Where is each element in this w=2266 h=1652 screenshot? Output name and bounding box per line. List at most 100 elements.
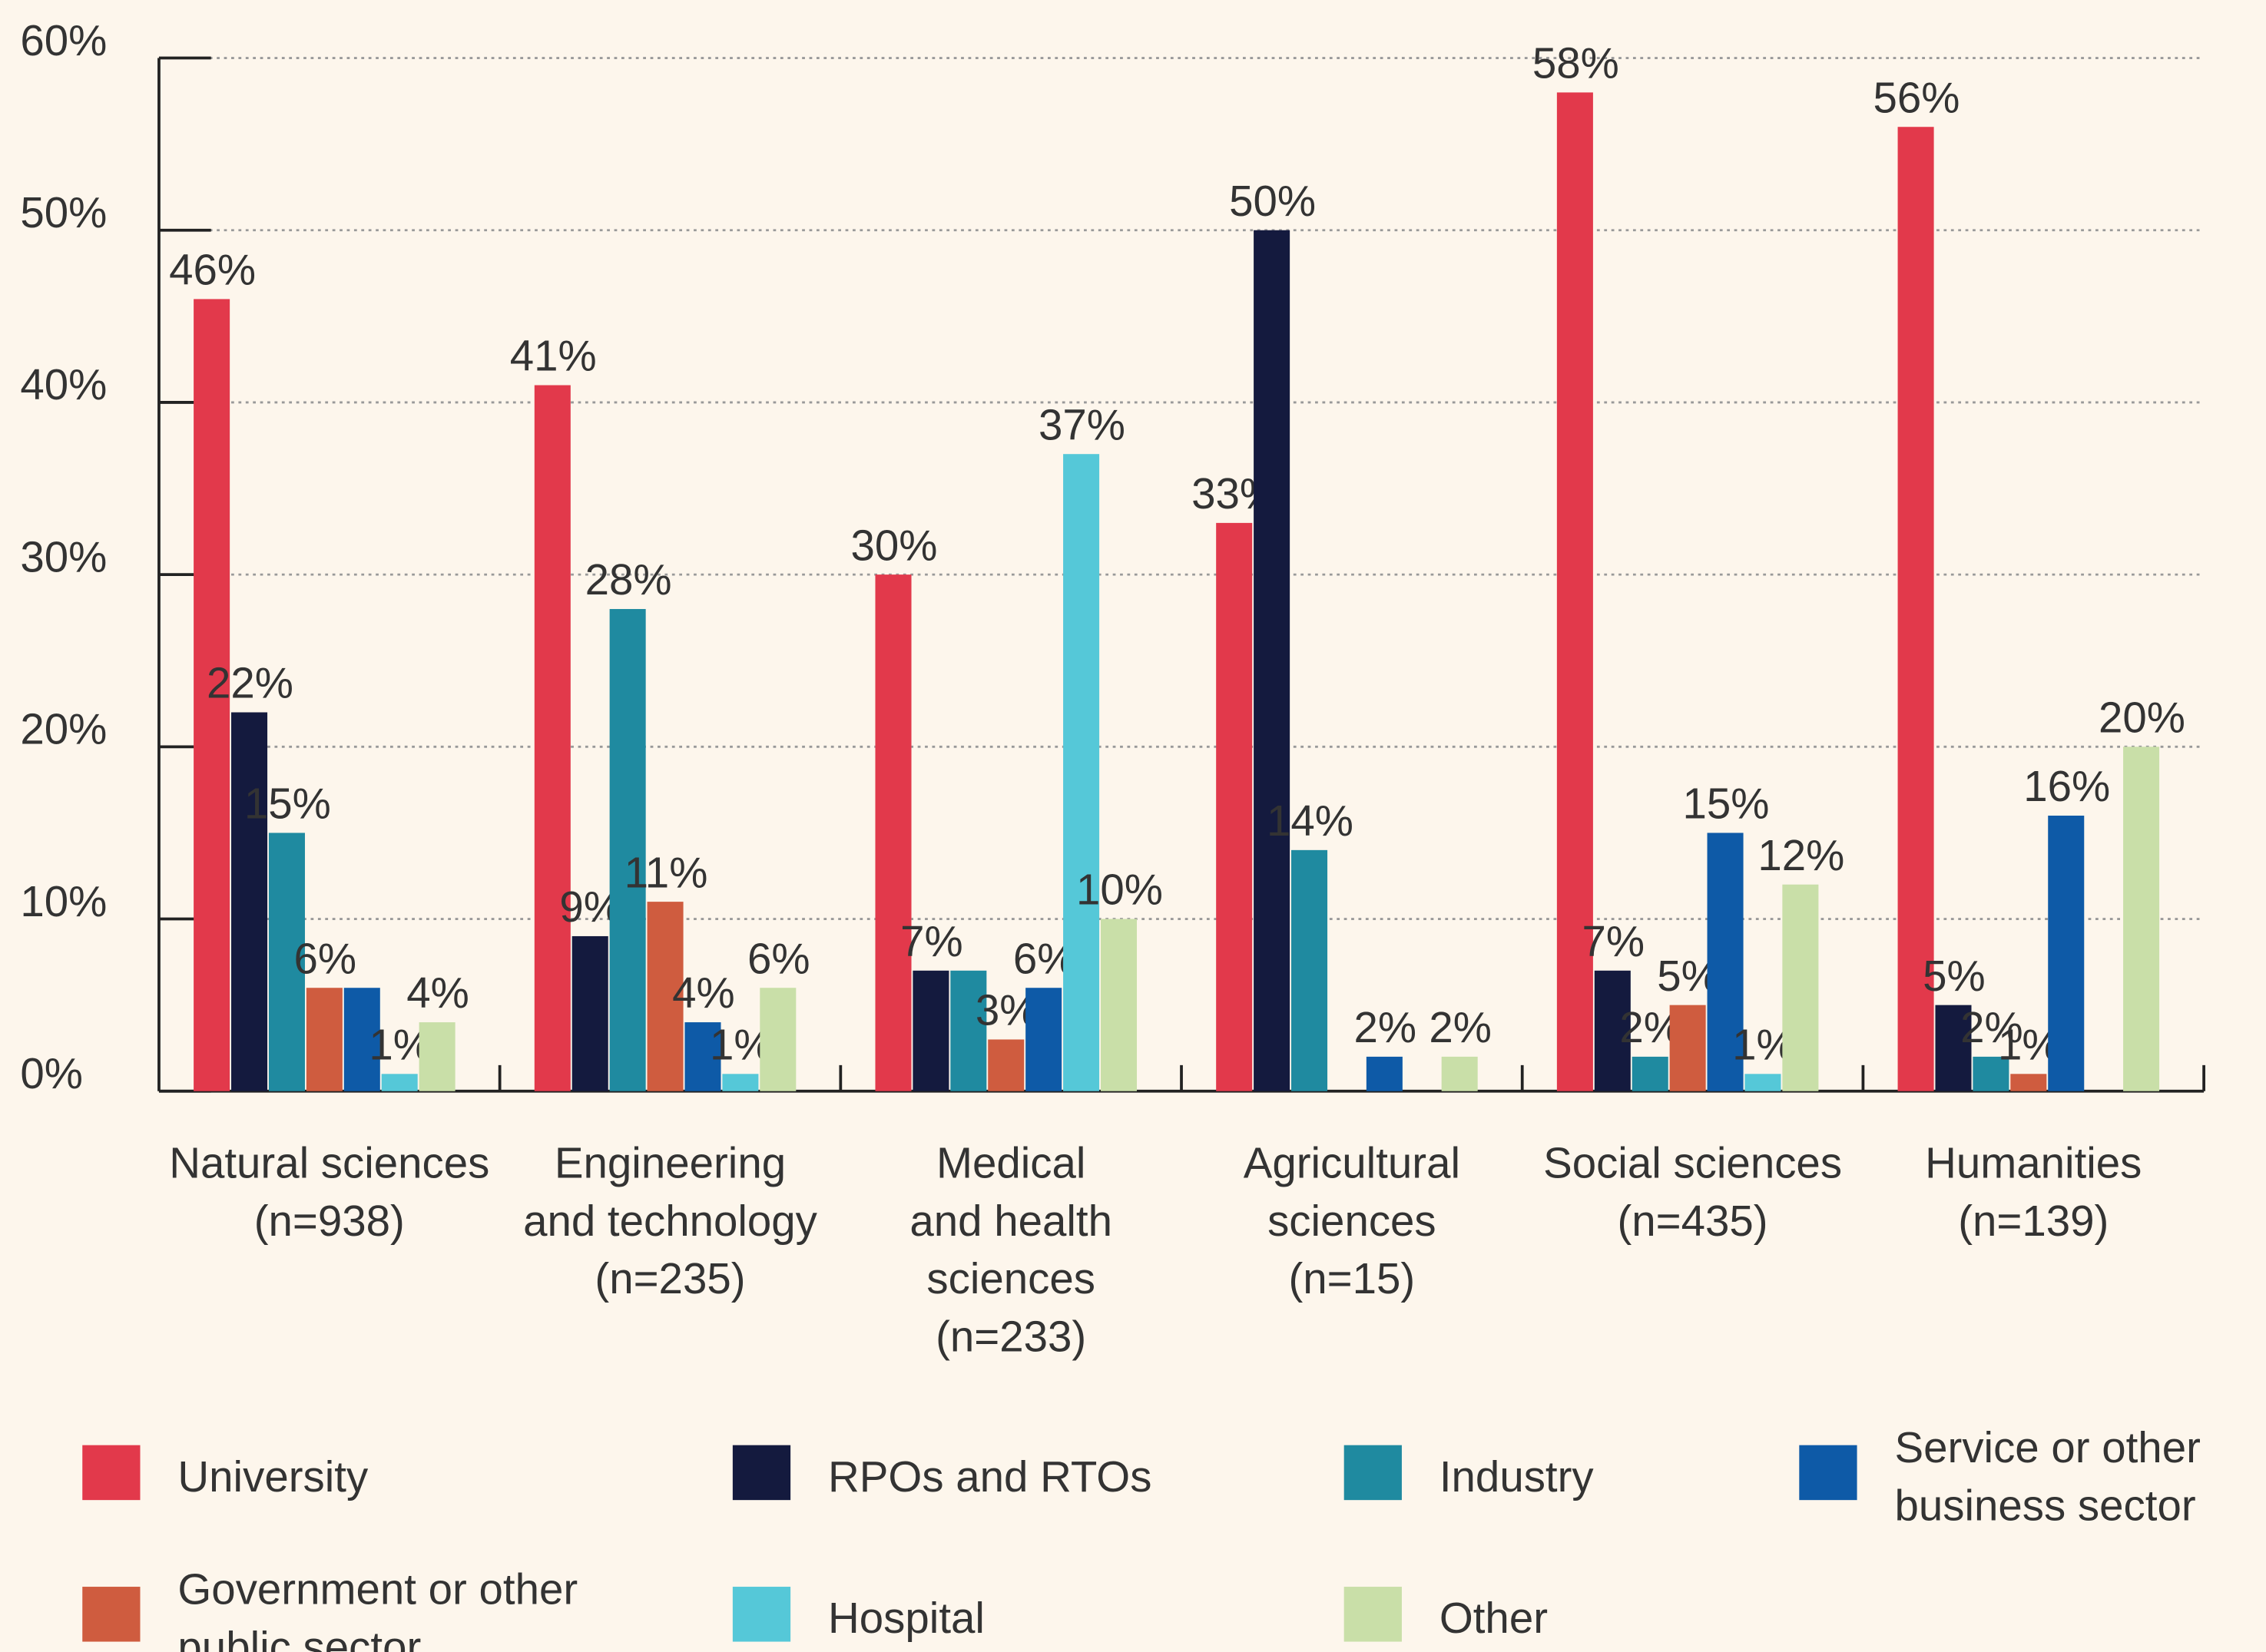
x-tick-label: Engineering and technology (n=235): [523, 1139, 818, 1303]
x-tick-label-line: (n=15): [1289, 1254, 1416, 1303]
page: {"chart_data": {"type": "bar", "categori…: [0, 0, 2266, 1652]
value-label: 20%: [2099, 694, 2185, 742]
value-label: 5%: [1923, 952, 1986, 1000]
bar: [1101, 919, 1137, 1091]
bar: [231, 712, 267, 1091]
bar: [1216, 523, 1252, 1091]
value-label: 14%: [1267, 796, 1353, 845]
bar: [1063, 454, 1099, 1091]
bar: [2010, 1074, 2046, 1091]
bar: [1025, 988, 1062, 1091]
y-tick-label: 0%: [20, 1049, 83, 1097]
value-label: 58%: [1532, 39, 1619, 88]
legend-swatch: [1344, 1587, 1402, 1641]
x-tick-label: Humanities (n=139): [1925, 1139, 2142, 1245]
value-label: 22%: [207, 659, 293, 707]
bar: [1291, 850, 1327, 1091]
y-tick-label: 50%: [20, 188, 107, 237]
x-tick-label: Medicaland healthsciences(n=233): [909, 1139, 1112, 1361]
bar: [572, 936, 608, 1091]
value-label: 56%: [1873, 73, 1960, 121]
value-label: 2%: [1429, 1003, 1492, 1051]
value-label: 12%: [1757, 831, 1844, 879]
legend-label: University: [177, 1413, 640, 1543]
x-tick-label: Agricultural sciences (n=15): [1244, 1139, 1460, 1303]
bar: [1367, 1057, 1403, 1091]
value-label: 2%: [1354, 1003, 1417, 1051]
bar: [535, 386, 571, 1091]
x-tick-label: Natural sciences (n=938): [169, 1139, 489, 1245]
legend-label-box: Service or other business sector: [1894, 1413, 2266, 1543]
x-tick-label-line: and health: [909, 1197, 1112, 1245]
legend-label-box: Other: [1439, 1555, 1902, 1652]
x-tick-label-line: Social sciences: [1543, 1139, 1842, 1187]
y-tick-label: 60%: [20, 16, 107, 65]
value-label: 6%: [294, 934, 357, 982]
x-tick-label-line: (n=139): [1958, 1197, 2109, 1245]
bar: [2048, 816, 2084, 1091]
x-tick-label-line: and technology: [523, 1197, 818, 1245]
x-tick-label: Social sciences (n=435): [1543, 1139, 1842, 1245]
bar: [1442, 1057, 1478, 1091]
bar: [722, 1074, 758, 1091]
y-tick-label: 40%: [20, 360, 107, 409]
value-label: 46%: [169, 246, 256, 294]
x-tick-label-line: Agricultural: [1244, 1139, 1460, 1187]
bar: [419, 1022, 456, 1091]
y-tick-label: 30%: [20, 532, 107, 581]
x-tick-label-line: Medical: [936, 1139, 1085, 1187]
bar: [2123, 747, 2159, 1091]
bar: [760, 988, 796, 1091]
x-tick-label-line: Engineering: [555, 1139, 786, 1187]
value-label: 16%: [2023, 762, 2110, 810]
legend-swatch: [733, 1587, 790, 1641]
bar: [1632, 1057, 1668, 1091]
legend-label: Other: [1439, 1555, 1902, 1652]
value-label: 11%: [624, 848, 708, 896]
legend-label: Hospital: [828, 1555, 1290, 1652]
bar: [382, 1074, 418, 1091]
legend-label-box: Government or other public sector: [177, 1555, 640, 1652]
legend-label: RPOs and RTOs: [828, 1413, 1290, 1543]
legend-swatch: [733, 1445, 790, 1500]
y-tick-label: 10%: [20, 877, 107, 925]
value-label: 4%: [672, 968, 735, 1017]
bar: [1898, 127, 1934, 1091]
legend-swatch: [82, 1445, 140, 1500]
chart: 0% 10% 20% 30% 40% 50% 60% Natural sciences (n=9…: [0, 0, 2266, 1652]
legend-label-box: Hospital: [828, 1555, 1290, 1652]
value-label: 15%: [1683, 780, 1770, 828]
x-tick-label-line: Natural sciences: [169, 1139, 489, 1187]
value-label: 4%: [406, 968, 469, 1017]
bar: [988, 1039, 1024, 1091]
bar: [1782, 885, 1818, 1091]
value-label: 10%: [1076, 866, 1163, 914]
bar: [1254, 230, 1290, 1091]
x-tick-label-line: (n=235): [595, 1254, 745, 1303]
bar: [875, 574, 911, 1091]
legend-label-box: University: [177, 1413, 640, 1543]
value-label: 7%: [900, 917, 963, 965]
x-tick-label-line: sciences: [1267, 1197, 1436, 1245]
value-label: 15%: [244, 780, 331, 828]
y-tick-label: 20%: [20, 705, 107, 753]
x-tick-label-line: (n=435): [1618, 1197, 1768, 1245]
legend-label-box: RPOs and RTOs: [828, 1413, 1290, 1543]
bar: [306, 988, 343, 1091]
bar: [1744, 1074, 1781, 1091]
value-label: 28%: [585, 555, 672, 604]
legend-label: Service or other business sector: [1894, 1413, 2255, 1543]
value-label: 30%: [850, 521, 937, 569]
x-tick-label-line: sciences: [926, 1254, 1095, 1303]
value-label: 37%: [1039, 400, 1125, 449]
bar: [913, 971, 949, 1091]
value-label: 41%: [510, 332, 597, 380]
x-tick-label-line: (n=938): [254, 1197, 405, 1245]
value-label: 7%: [1582, 917, 1645, 965]
legend-swatch: [82, 1587, 140, 1641]
x-tick-label-line: Humanities: [1925, 1139, 2142, 1187]
bar: [1670, 1005, 1706, 1091]
legend-swatch: [1799, 1445, 1857, 1500]
legend-swatch: [1344, 1445, 1402, 1500]
value-label: 6%: [747, 934, 810, 982]
